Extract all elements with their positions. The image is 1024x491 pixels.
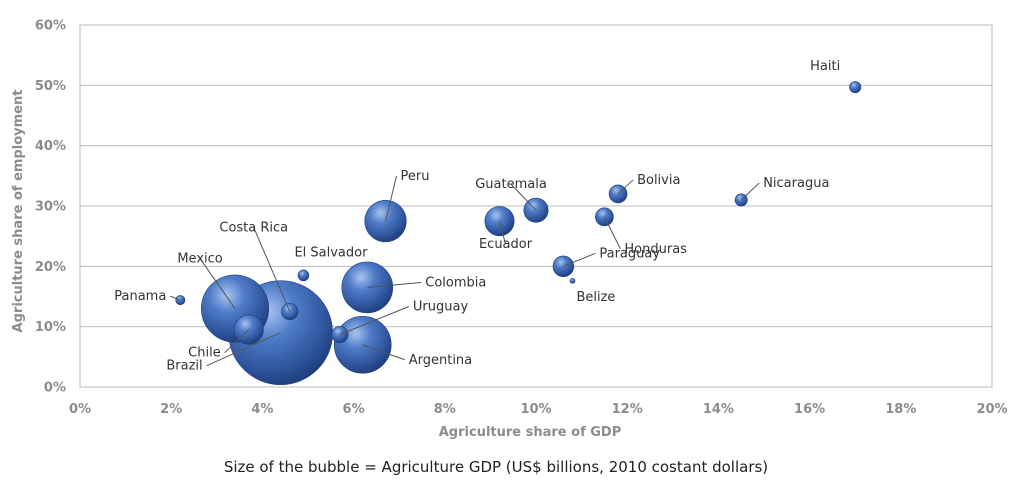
leader-line-chile <box>224 329 250 354</box>
label-el-salvador: El Salvador <box>294 245 368 260</box>
y-tick-label: 60% <box>35 19 66 34</box>
y-axis-title: Agriculture share of employment <box>11 90 26 333</box>
bubble-size-caption: Size of the bubble = Agriculture GDP (US… <box>224 458 768 476</box>
leader-line-honduras <box>603 216 621 250</box>
label-uruguay: Uruguay <box>413 300 469 315</box>
label-nicaragua: Nicaragua <box>763 176 829 191</box>
point-labels: Haiti Nicaragua Bolivia Honduras Guatemala Ec… <box>114 59 840 374</box>
label-argentina: Argentina <box>409 353 472 368</box>
x-tick-label: 8% <box>434 402 456 417</box>
x-tick-label: 2% <box>160 402 182 417</box>
leader-line-uruguay <box>339 306 410 335</box>
label-brazil: Brazil <box>166 359 202 374</box>
leader-line-mexico <box>199 258 236 309</box>
leader-line-colombia <box>367 281 422 288</box>
y-tick-label: 30% <box>35 200 66 215</box>
leader-line-bolivia <box>617 179 634 195</box>
leader-line-peru <box>385 175 398 222</box>
label-mexico: Mexico <box>177 252 222 267</box>
leader-line-nicaragua <box>740 182 760 201</box>
label-haiti: Haiti <box>810 59 840 74</box>
x-tick-label: 6% <box>343 402 365 417</box>
bubbles <box>175 81 862 386</box>
y-tick-label: 0% <box>44 381 66 396</box>
leader-line-guatemala <box>510 183 537 211</box>
x-tick-label: 20% <box>976 402 1007 417</box>
leader-line-brazil <box>206 332 281 367</box>
x-tick-label: 16% <box>794 402 825 417</box>
label-panama: Panama <box>114 289 166 304</box>
leader-line-paraguay <box>563 252 596 267</box>
label-guatemala: Guatemala <box>475 177 547 192</box>
x-tick-label: 4% <box>251 402 273 417</box>
leader-line-argentina <box>362 344 405 361</box>
tick-labels: 0% 10% 20% 30% 40% 50% 60% 0% 2% 4% 6% 8% 10% 12% 14% 1… <box>35 19 1008 418</box>
label-honduras: Honduras <box>624 242 687 257</box>
y-tick-label: 40% <box>35 139 66 154</box>
bubble-haiti <box>849 81 862 94</box>
label-belize: Belize <box>576 290 615 305</box>
x-tick-label: 18% <box>885 402 916 417</box>
label-peru: Peru <box>401 169 430 184</box>
label-costa-rica: Costa Rica <box>219 221 288 236</box>
y-tick-label: 20% <box>35 260 66 275</box>
label-chile: Chile <box>188 346 221 361</box>
x-axis-title: Agriculture share of GDP <box>439 425 622 440</box>
leader-line-costa-rica <box>253 227 291 312</box>
leader-line-ecuador <box>499 220 507 245</box>
label-colombia: Colombia <box>425 275 486 290</box>
x-tick-label: 12% <box>612 402 643 417</box>
x-tick-label: 14% <box>703 402 734 417</box>
bubble-el-salvador <box>297 269 310 282</box>
y-tick-label: 50% <box>35 79 66 94</box>
x-tick-label: 10% <box>520 402 551 417</box>
label-paraguay: Paraguay <box>599 246 660 261</box>
bubble-ecuador <box>484 206 515 237</box>
leader-line-panama <box>170 295 181 301</box>
label-bolivia: Bolivia <box>637 173 680 188</box>
x-tick-label: 0% <box>69 402 91 417</box>
bubble-belize <box>569 278 576 284</box>
label-ecuador: Ecuador <box>479 237 533 252</box>
y-tick-label: 10% <box>35 320 66 335</box>
